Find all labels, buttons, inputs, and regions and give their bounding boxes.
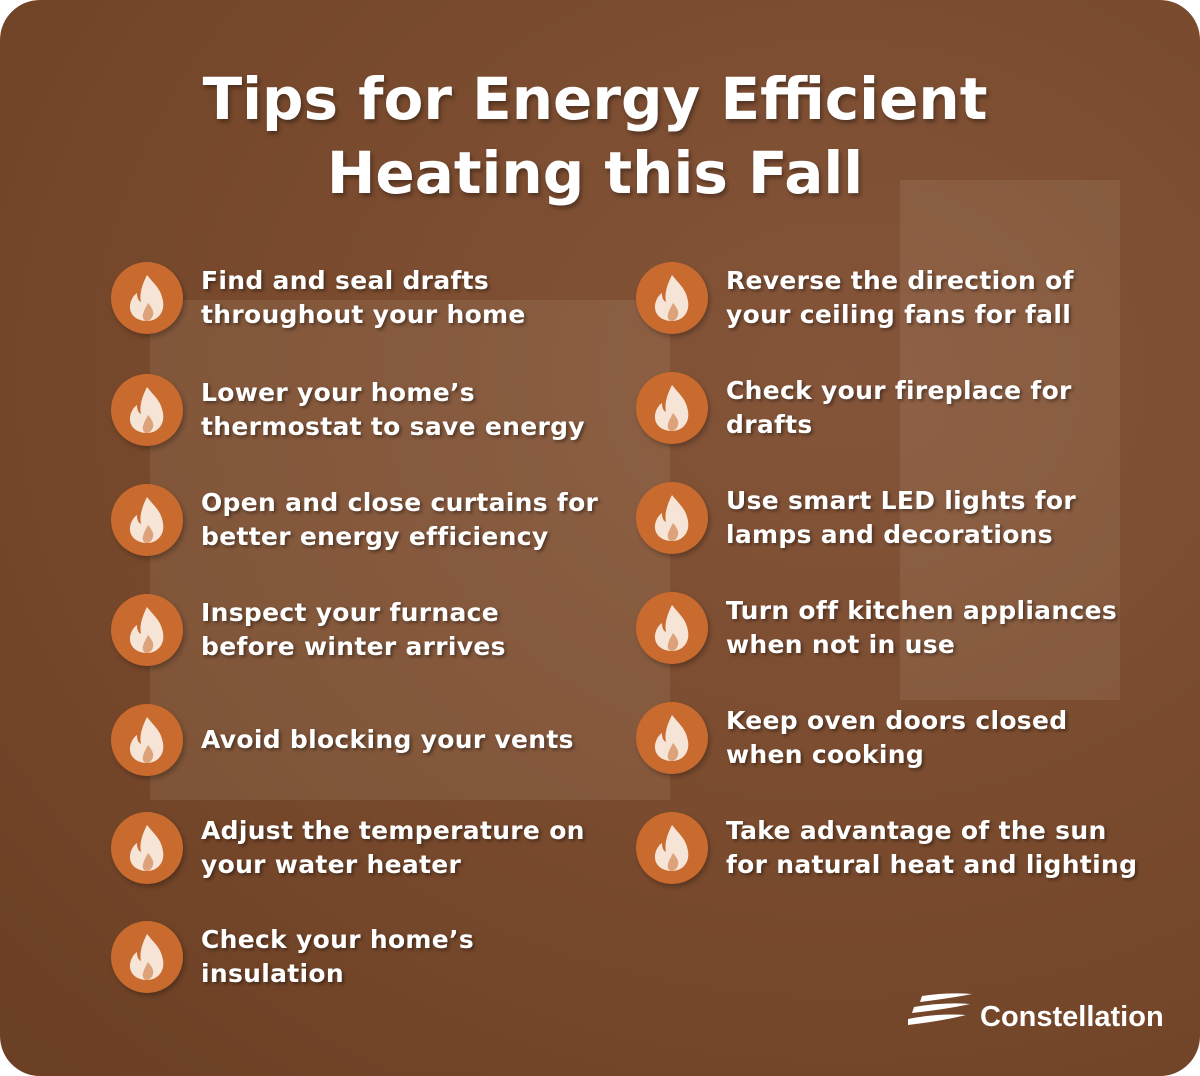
tip-item: Reverse the direction of your ceiling fa…: [636, 261, 1074, 335]
flame-icon: [111, 921, 183, 993]
flame-icon: [111, 484, 183, 556]
tip-text: Take advantage of the sun for natural he…: [726, 816, 1138, 879]
brand-logo: Constellation: [908, 985, 1164, 1034]
tip-text: Adjust the temperature on your water hea…: [201, 816, 585, 879]
tip-text: Use smart LED lights for lamps and decor…: [726, 486, 1077, 549]
background-house: [150, 300, 670, 800]
flame-icon: [111, 374, 183, 446]
flame-icon: [636, 482, 708, 554]
title-line: Heating this Fall: [326, 139, 864, 207]
tip-text: Keep oven doors closed when cooking: [726, 706, 1068, 769]
tip-text: Find and seal drafts throughout your hom…: [201, 266, 526, 329]
flame-icon: [636, 812, 708, 884]
background-house: [900, 180, 1120, 700]
brand-name: Constellation: [980, 1001, 1164, 1033]
tip-item: Adjust the temperature on your water hea…: [111, 811, 585, 885]
flame-icon: [111, 594, 183, 666]
tip-item: Take advantage of the sun for natural he…: [636, 811, 1137, 885]
tip-item: Keep oven doors closed when cooking: [636, 701, 1067, 775]
tip-text: Check your home’s insulation: [201, 925, 475, 988]
tip-item: Lower your home’s thermostat to save ene…: [111, 373, 585, 447]
constellation-logo-icon: [908, 992, 972, 1025]
tip-item: Check your home’s insulation: [111, 920, 474, 994]
flame-icon: [636, 702, 708, 774]
tip-item: Check your fireplace for drafts: [636, 371, 1072, 445]
flame-icon: [636, 592, 708, 664]
tip-text: Avoid blocking your vents: [201, 725, 574, 754]
tip-text: Check your fireplace for drafts: [726, 376, 1072, 439]
tip-text: Inspect your furnace before winter arriv…: [201, 598, 506, 661]
tip-item: Use smart LED lights for lamps and decor…: [636, 481, 1076, 555]
tip-text: Lower your home’s thermostat to save ene…: [201, 378, 585, 441]
title-line: Tips for Energy Efficient: [202, 65, 988, 133]
tip-text: Reverse the direction of your ceiling fa…: [726, 266, 1074, 329]
tip-text: Open and close curtains for better energ…: [201, 488, 599, 551]
page-title: Tips for Energy Efficient Heating this F…: [0, 62, 1190, 210]
flame-icon: [111, 262, 183, 334]
tip-item: Open and close curtains for better energ…: [111, 483, 598, 557]
flame-icon: [636, 262, 708, 334]
tip-item: Turn off kitchen appliances when not in …: [636, 591, 1117, 665]
tip-item: Inspect your furnace before winter arriv…: [111, 593, 506, 667]
tip-item: Find and seal drafts throughout your hom…: [111, 261, 526, 335]
flame-icon: [111, 812, 183, 884]
flame-icon: [636, 372, 708, 444]
flame-icon: [111, 704, 183, 776]
tip-item: Avoid blocking your vents: [111, 703, 574, 777]
tip-text: Turn off kitchen appliances when not in …: [726, 596, 1118, 659]
